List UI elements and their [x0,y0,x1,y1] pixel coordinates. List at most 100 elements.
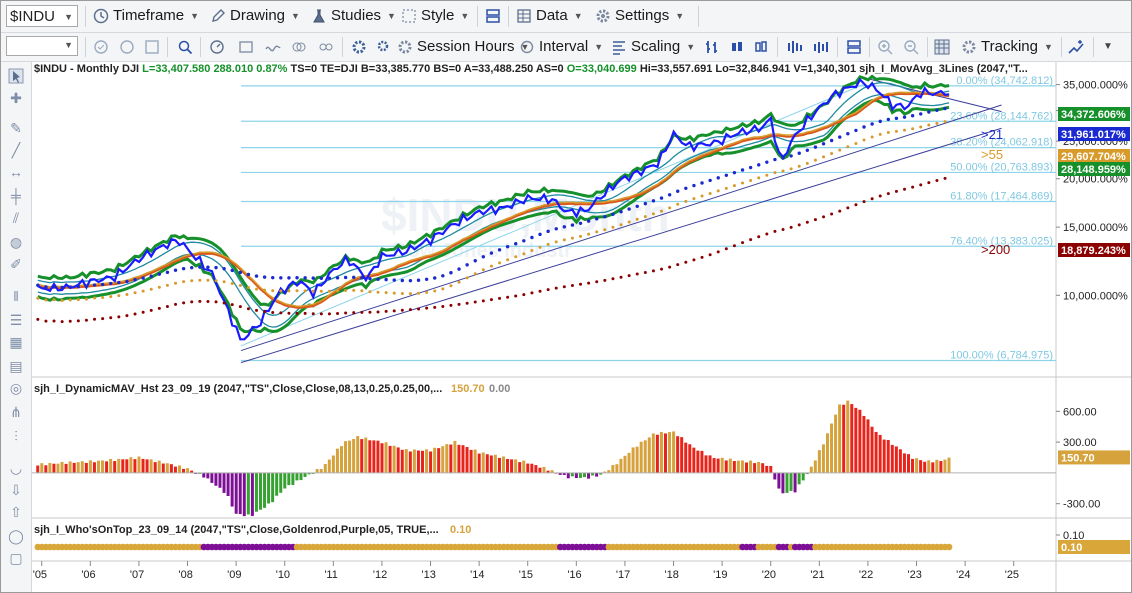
layout-button[interactable] [485,5,501,27]
correlation-button[interactable] [318,36,334,58]
refresh-tool-button[interactable] [119,36,135,58]
ma-dot-blue [765,160,769,164]
vertical-line-icon: ╪ [11,188,21,204]
histogram-bar [866,419,870,473]
trend-line[interactable] [240,84,864,347]
spiral-tool[interactable]: ◎ [7,380,25,396]
ma-dot-blue [68,285,72,289]
volume-bars-alt-button[interactable] [813,36,829,58]
ma200-dot [943,176,947,180]
price-marker-label: 18,879.243% [1061,245,1126,257]
circle-tool[interactable]: ◍ [7,234,25,250]
arrow-up-tool[interactable]: ⇧ [7,504,25,520]
line-tool[interactable]: ╱ [7,142,25,158]
brush-tool[interactable]: ✐ [7,256,25,272]
table-tool[interactable]: ▤ [7,358,25,374]
pencil-icon [212,9,225,22]
bar-chart-type-button[interactable] [704,36,720,58]
fibonacci-retracement[interactable]: 0.00% (34,742.812)23.60% (28,144.762)38.… [241,75,1056,362]
style-label: Style [421,7,455,24]
histogram-bar [92,462,96,473]
vertical-tool[interactable]: ╪ [7,188,25,204]
histogram-bar [931,462,935,473]
ma-dot-gold [862,138,866,142]
rectangle-tool[interactable]: ▢ [7,550,25,566]
ma-dot-blue [846,132,850,136]
pane-button[interactable] [238,36,254,58]
ma-dot-blue [279,276,283,280]
trend-line[interactable] [240,104,1002,352]
style-menu[interactable]: Style ▼ [401,5,469,27]
add-study-button[interactable] [1068,36,1084,58]
zoom-chart-button[interactable] [177,36,193,58]
ma200-dot [579,282,583,286]
zoom-in-button[interactable] [877,36,893,58]
ma-dot-blue [789,154,793,158]
bars-tool[interactable]: ‖ [7,288,25,304]
interval-selector[interactable]: ▼ [6,36,78,56]
studies-menu[interactable]: Studies ▼ [311,5,396,27]
indicator-button[interactable] [265,36,281,58]
ma-dot-blue [133,278,137,282]
wrench-icon: ✎ [10,120,22,136]
pitchfork-tool[interactable]: ⋔ [7,404,25,420]
chart-settings-button[interactable] [351,36,367,58]
scaling-menu[interactable]: Scaling ▼ [611,36,695,58]
speed-button[interactable] [209,36,225,58]
ma-dot-blue [659,196,664,200]
panes-button[interactable] [846,36,862,58]
chart-canvas[interactable]: $INDU,Month Dow Jones Industr 0.00% (34,… [32,62,1131,592]
histogram-bar [384,442,388,473]
ma-dot-blue [684,186,688,190]
grid-tool-button[interactable] [144,36,160,58]
ma-dot-blue [165,270,170,275]
arrow-down-tool[interactable]: ⇩ [7,482,25,498]
zoom-out-button[interactable] [903,36,919,58]
ma200-dot [603,278,607,282]
data-window-button[interactable] [934,36,950,58]
chevron-down-icon: ▼ [1103,41,1113,52]
histogram-bar [84,462,88,473]
timeframe-menu[interactable]: Timeframe ▼ [93,5,199,27]
fib-tool[interactable]: ☰ [7,312,25,328]
ma-dot-blue [360,276,364,280]
interval-menu[interactable]: Interval ▼ [519,36,603,58]
histogram-bar [757,461,761,473]
channel-tool[interactable]: ⫽ [7,210,25,226]
data-menu[interactable]: Data ▼ [516,5,583,27]
gann-tool[interactable]: ▦ [7,334,25,350]
histogram-bar [582,472,586,478]
cursor-tool-button[interactable] [93,36,109,58]
trend-line[interactable] [240,127,1002,364]
symbol-selector[interactable]: $INDU ▼ [6,5,78,27]
ma-dot-gold [587,232,591,236]
ma200-dot [538,289,542,293]
drawing-menu[interactable]: Drawing ▼ [210,5,300,27]
settings-menu[interactable]: Settings ▼ [595,5,684,27]
tracking-menu[interactable]: Tracking ▼ [961,36,1053,58]
wrench-tool[interactable]: ✎ [7,120,25,136]
volume-bars-button[interactable] [787,36,803,58]
hollow-candle-button[interactable] [753,36,769,58]
pointer-tool[interactable] [7,68,25,84]
symbol-settings-button[interactable] [376,36,392,58]
histogram-bar [684,442,688,473]
crosshair-tool[interactable]: ✚ [7,90,25,106]
ma-dot-gold [319,289,323,293]
ma-dot-blue [781,156,785,160]
toolbar-separator [837,37,838,57]
fan-tool[interactable]: ⫶ [7,428,25,444]
arc-tool[interactable]: ◡ [7,460,25,476]
histogram-bar [485,454,489,473]
ma200-dot [165,305,169,309]
ma-dot-gold [101,295,105,299]
horizontal-tool[interactable]: ↔ [7,164,25,180]
chevron-down-icon: ▼ [460,11,470,21]
toolbar-menu-button[interactable]: ▼ [1103,36,1113,58]
ellipse-tool[interactable]: ◯ [7,528,25,544]
ma-dot-gold [498,261,502,265]
ma-dot-blue [773,157,777,162]
candle-chart-type-button[interactable] [729,36,745,58]
compare-button[interactable] [291,36,307,58]
session-hours-menu[interactable]: Session Hours ▼ [397,36,529,58]
